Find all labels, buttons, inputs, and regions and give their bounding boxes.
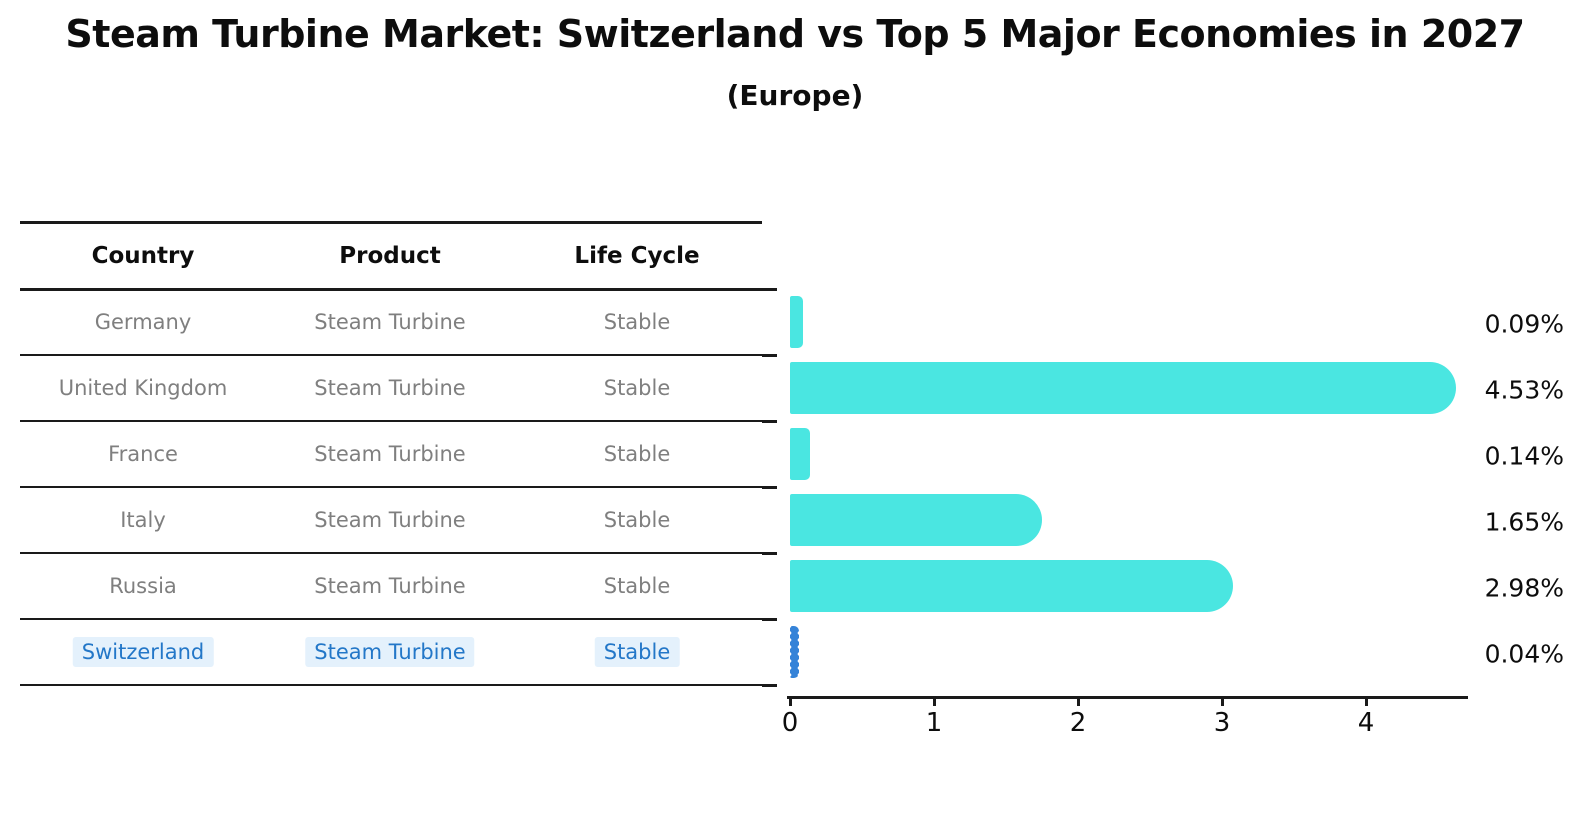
x-axis-tick — [1221, 697, 1224, 706]
value-label-germany: 0.09% — [1484, 309, 1564, 339]
cell-life-cycle: Stable — [604, 508, 671, 532]
bar-russia — [790, 560, 1233, 612]
x-axis-tick-label: 2 — [1069, 708, 1087, 738]
table-divider-line — [20, 618, 762, 620]
bar-switzerland — [790, 626, 799, 678]
cell-text: Germany — [94, 310, 192, 334]
cell-country: Russia — [109, 574, 177, 598]
cell-country: United Kingdom — [59, 376, 228, 400]
cell-text: Italy — [120, 508, 166, 532]
table-divider-line — [20, 552, 762, 554]
cell-text: France — [108, 442, 178, 466]
column-header-life-cycle: Life Cycle — [574, 242, 700, 269]
cell-country: Switzerland — [72, 637, 214, 667]
bar-italy — [790, 494, 1042, 546]
cell-text: Steam Turbine — [305, 637, 475, 667]
value-label-russia: 2.98% — [1484, 573, 1564, 603]
x-axis-tick — [1077, 697, 1080, 706]
cell-product: Steam Turbine — [314, 574, 465, 598]
x-axis-tick — [1365, 697, 1368, 706]
cell-life-cycle: Stable — [604, 442, 671, 466]
value-label-france: 0.14% — [1484, 441, 1564, 471]
cell-text: Russia — [109, 574, 177, 598]
y-axis-tick — [762, 552, 777, 555]
cell-text: Steam Turbine — [314, 310, 466, 334]
x-axis-tick-label: 0 — [781, 708, 799, 738]
y-axis-tick — [762, 684, 777, 687]
cell-country: Germany — [95, 310, 192, 334]
value-label-switzerland: 0.04% — [1484, 639, 1564, 669]
cell-text: Stable — [603, 508, 671, 532]
cell-text: Steam Turbine — [314, 508, 466, 532]
cell-text: Stable — [603, 442, 671, 466]
y-axis-tick — [762, 354, 777, 357]
cell-text: Stable — [603, 310, 671, 334]
cell-text: Switzerland — [72, 637, 214, 667]
value-label-united-kingdom: 4.53% — [1484, 375, 1564, 405]
cell-product: Steam Turbine — [314, 508, 465, 532]
column-header-product: Product — [339, 242, 441, 269]
cell-life-cycle: Stable — [604, 376, 671, 400]
x-axis-tick — [789, 697, 792, 706]
x-axis-tick-label: 3 — [1213, 708, 1231, 738]
cell-product: Steam Turbine — [305, 637, 475, 667]
page-title: Steam Turbine Market: Switzerland vs Top… — [65, 12, 1525, 56]
cell-country: Italy — [120, 508, 166, 532]
cell-product: Steam Turbine — [314, 442, 465, 466]
page-subtitle: (Europe) — [726, 79, 864, 112]
y-axis-tick — [762, 288, 777, 291]
value-label-italy: 1.65% — [1484, 507, 1564, 537]
x-axis-line — [787, 696, 1468, 699]
x-axis-tick — [933, 697, 936, 706]
table-divider-line — [20, 354, 762, 356]
cell-text: United Kingdom — [58, 376, 228, 400]
table-divider-line — [20, 684, 762, 686]
column-header-country: Country — [91, 242, 195, 269]
cell-life-cycle: Stable — [604, 574, 671, 598]
cell-text: Stable — [603, 376, 671, 400]
cell-text: Steam Turbine — [314, 574, 466, 598]
y-axis-tick — [762, 486, 777, 489]
cell-text: Stable — [594, 637, 680, 667]
x-axis-tick-label: 4 — [1357, 708, 1375, 738]
cell-life-cycle: Stable — [594, 637, 680, 667]
cell-country: France — [108, 442, 178, 466]
table-divider-line — [20, 486, 762, 488]
cell-text: Steam Turbine — [314, 376, 466, 400]
cell-text: Steam Turbine — [314, 442, 466, 466]
x-axis-tick-label: 1 — [925, 708, 943, 738]
bar-united-kingdom — [790, 362, 1456, 414]
y-axis-tick — [762, 618, 777, 621]
bar-france — [790, 428, 810, 480]
cell-text: Stable — [603, 574, 671, 598]
table-divider-line — [20, 420, 762, 422]
cell-product: Steam Turbine — [314, 310, 465, 334]
y-axis-tick — [762, 420, 777, 423]
bar-germany — [790, 296, 803, 348]
table-divider-line — [20, 288, 762, 291]
cell-life-cycle: Stable — [604, 310, 671, 334]
cell-product: Steam Turbine — [314, 376, 465, 400]
table-divider-line — [20, 221, 762, 224]
